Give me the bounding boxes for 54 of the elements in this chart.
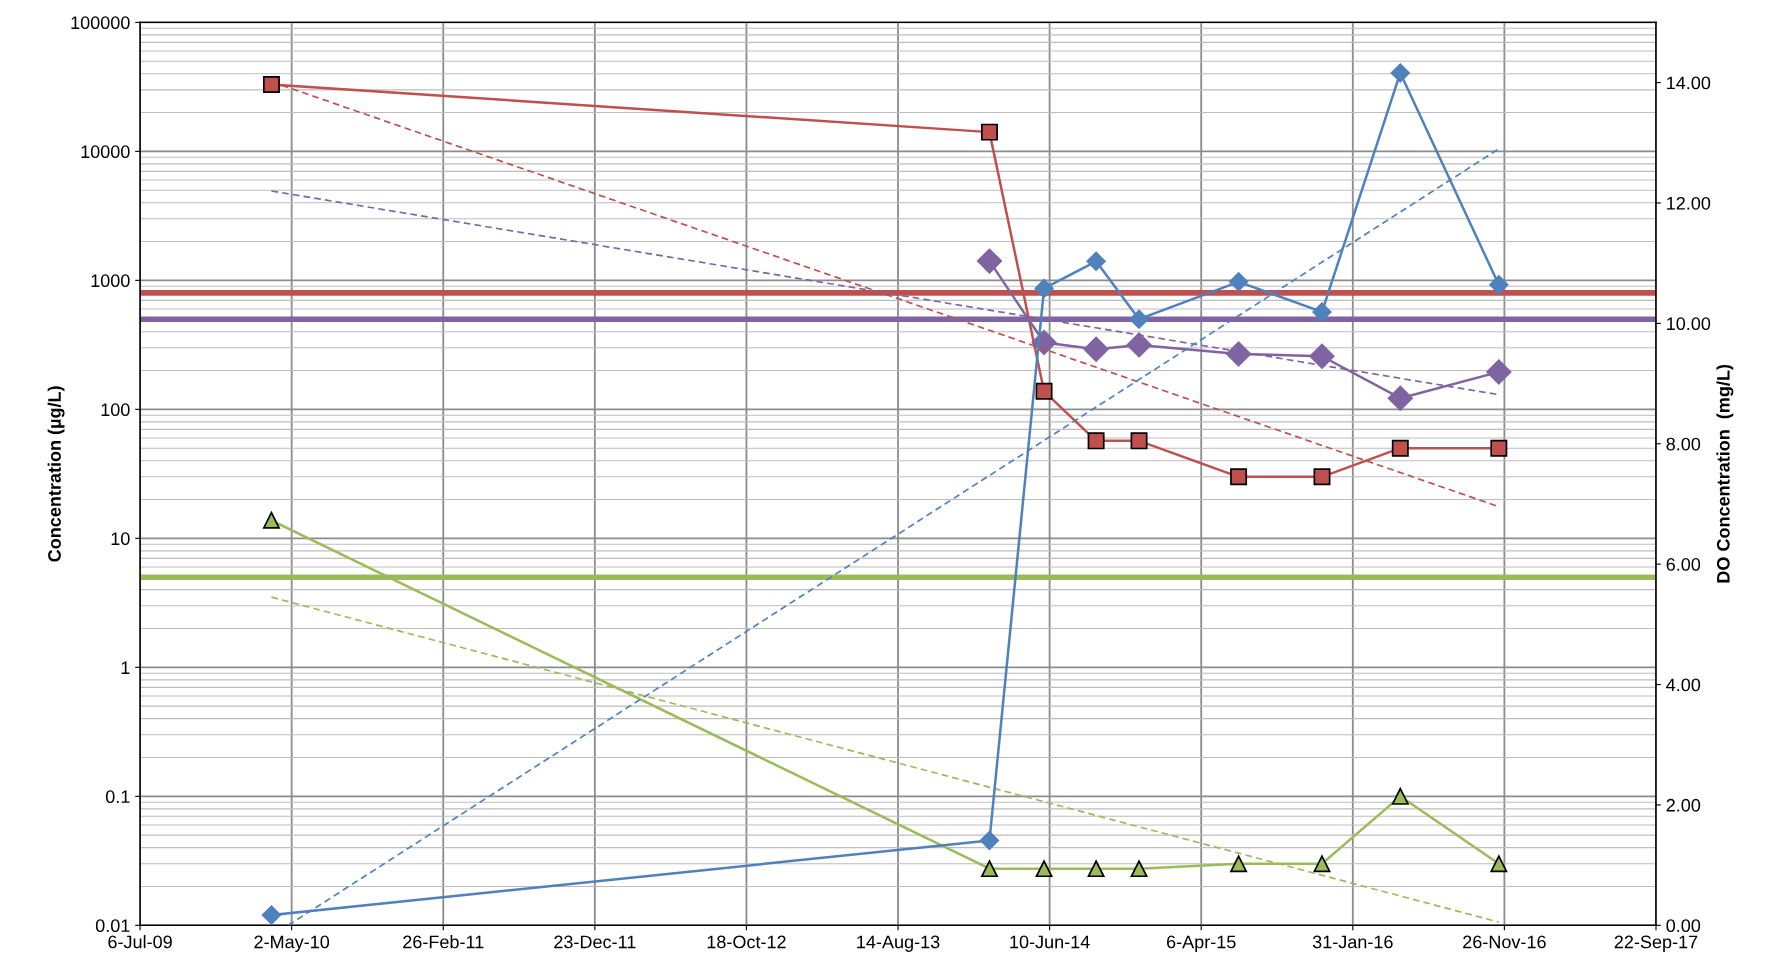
point — [1087, 432, 1105, 450]
point — [1486, 359, 1512, 385]
point — [1387, 385, 1413, 411]
x-tick-label: 14-Aug-13 — [857, 935, 940, 952]
point — [1490, 439, 1508, 457]
point — [1230, 468, 1248, 486]
y-tick-label: 1 — [121, 661, 130, 674]
point — [262, 511, 280, 529]
y-axis-title: Concentration (µg/L) — [47, 386, 65, 562]
y2-axis-title: DO Concentration (mg/L) — [1716, 364, 1734, 583]
x-tick-label: 31-Jan-16 — [1312, 935, 1393, 949]
point — [981, 860, 998, 878]
y-tick-label: 10000 — [81, 145, 130, 159]
y-tick-label: 100000 — [71, 16, 130, 30]
x-tick-label: 6-Jul-09 — [108, 935, 172, 949]
x-tick-label: 23-Dec-11 — [554, 935, 636, 949]
point — [1083, 336, 1109, 362]
y-tick-label: 1000 — [91, 274, 130, 288]
x-tick-label: 26-Nov-16 — [1463, 935, 1546, 949]
y2-tick-label: 4.00 — [1666, 678, 1701, 692]
x-tick-label: 22-Sep-17 — [1614, 935, 1698, 952]
point — [981, 123, 998, 141]
point — [262, 76, 280, 93]
x-tick-label: 10-Jun-14 — [1010, 935, 1090, 949]
point — [1313, 468, 1331, 486]
point — [1126, 332, 1152, 358]
point — [1313, 855, 1331, 873]
y-tick-label: 100 — [101, 403, 130, 417]
y2-tick-label: 10.00 — [1667, 317, 1711, 331]
y2-tick-label: 0.00 — [1666, 919, 1701, 933]
point — [1391, 787, 1409, 805]
point — [1225, 341, 1252, 367]
point — [1035, 860, 1053, 878]
point — [1230, 855, 1248, 873]
y2-tick-label: 6.00 — [1666, 558, 1701, 571]
y2-tick-label: 14.00 — [1667, 76, 1711, 90]
y-tick-label: 10 — [111, 532, 130, 546]
point — [1035, 382, 1053, 400]
point — [1130, 432, 1148, 450]
y-tick-label: 0.1 — [105, 790, 130, 804]
x-tick-label: 26-Feb-11 — [403, 935, 484, 949]
x-tick-label: 2-May-10 — [254, 935, 330, 952]
y2-tick-label: 2.00 — [1666, 798, 1701, 812]
x-tick-label: 18-Oct-12 — [707, 935, 786, 949]
y2-tick-label: 12.00 — [1667, 196, 1711, 210]
x-tick-label: 6-Apr-15 — [1167, 935, 1236, 952]
point — [1130, 860, 1148, 878]
point — [1391, 439, 1409, 457]
y-tick-label: 0.01 — [95, 919, 130, 933]
point — [976, 248, 1003, 274]
point — [1309, 343, 1335, 369]
y2-tick-label: 8.00 — [1666, 437, 1701, 451]
point — [1490, 855, 1508, 873]
point — [1087, 860, 1105, 878]
